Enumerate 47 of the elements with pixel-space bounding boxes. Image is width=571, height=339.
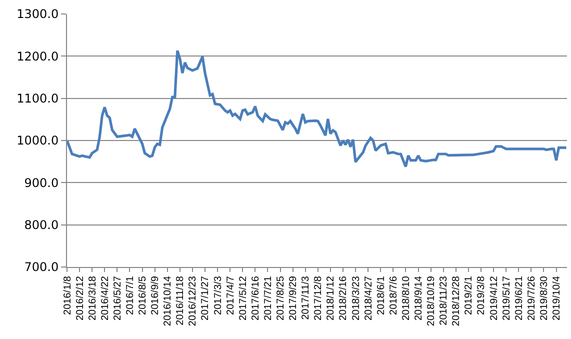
x-tick-label: 2017/4/7 <box>225 276 236 315</box>
y-tick-label: 700.0 <box>24 260 59 274</box>
x-tick-label: 2016/5/27 <box>112 276 124 320</box>
y-tick-label: 1100.0 <box>16 92 59 106</box>
x-tick-label: 2018/6/1 <box>376 276 387 315</box>
x-tick-label: 2016/9/9 <box>150 276 162 315</box>
x-tick-label: 2019/4/12 <box>488 276 500 320</box>
x-tick-label: 2017/5/12 <box>238 276 249 320</box>
y-tick-label: 1000.0 <box>16 134 59 148</box>
y-tick-label: 1300.0 <box>16 7 59 22</box>
x-tick-label: 2016/8/5 <box>138 276 149 315</box>
x-tick-label: 2019/2/1 <box>464 276 475 315</box>
x-tick-label: 2016/2/12 <box>74 276 86 320</box>
x-tick-label: 2018/3/23 <box>350 276 362 320</box>
x-tick-label: 2017/8/25 <box>276 276 287 320</box>
x-tick-label: 2019/7/26 <box>526 276 538 320</box>
x-tick-label: 2018/10/19 <box>426 276 438 326</box>
x-tick-label: 2018/4/27 <box>363 276 374 320</box>
y-tick-label: 1200.0 <box>16 49 59 64</box>
y-tick-label: 900.0 <box>24 176 59 190</box>
x-tick-label: 2017/7/21 <box>262 276 274 320</box>
x-tick-label: 2019/3/8 <box>476 276 488 315</box>
x-tick-label: 2016/4/22 <box>100 276 111 320</box>
x-tick-label: 2017/6/16 <box>250 276 262 320</box>
x-tick-label: 2018/2/16 <box>338 276 350 320</box>
x-tick-label: 2017/11/3 <box>300 276 312 320</box>
x-tick-label: 2016/7/1 <box>124 276 136 315</box>
x-tick-label: 2017/1/27 <box>200 276 212 320</box>
x-tick-label: 2019/10/4 <box>552 276 562 320</box>
x-tick-label: 2016/1/8 <box>62 276 74 315</box>
x-tick-label: 2019/6/21 <box>514 276 525 320</box>
x-tick-label: 2016/3/18 <box>87 276 98 320</box>
x-tick-label: 2018/11/23 <box>438 276 450 326</box>
x-tick-label: 2018/1/12 <box>326 276 337 320</box>
x-tick-label: 2016/11/18 <box>175 276 186 326</box>
x-tick-label: 2019/5/17 <box>501 276 512 320</box>
x-tick-label: 2016/10/14 <box>162 276 174 326</box>
x-tick-label: 2017/9/29 <box>288 276 300 320</box>
y-tick-label: 800.0 <box>24 218 59 232</box>
x-tick-label: 2018/9/14 <box>414 276 424 320</box>
x-tick-label: 2018/12/28 <box>451 276 462 326</box>
x-tick-label: 2017/12/8 <box>313 276 324 320</box>
x-tick-label: 2018/8/10 <box>400 276 412 320</box>
x-tick-label: 2017/3/3 <box>212 276 224 315</box>
x-tick-label: 2016/12/23 <box>188 276 199 326</box>
x-tick-label: 2019/8/30 <box>538 276 550 320</box>
x-tick-label: 2018/7/6 <box>388 276 400 315</box>
